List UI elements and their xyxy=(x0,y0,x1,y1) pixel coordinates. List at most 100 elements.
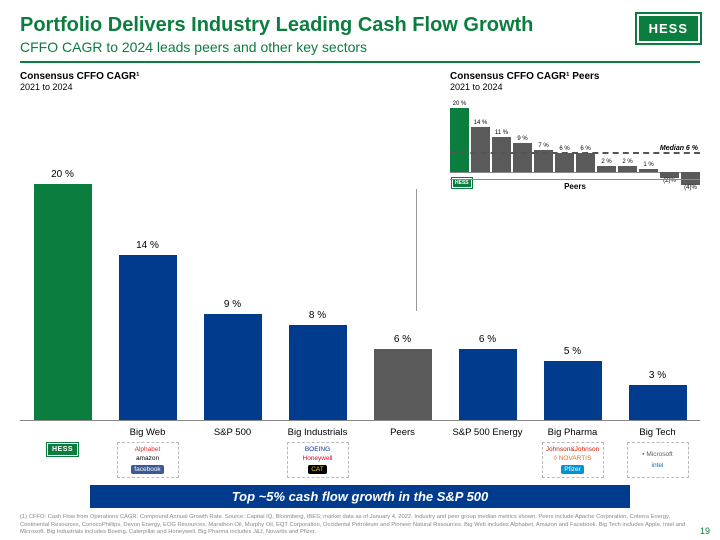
brand-label: Pfizer xyxy=(561,465,584,474)
peers-caption: Peers xyxy=(450,179,700,191)
category-label: Big Pharma xyxy=(530,427,615,438)
bar-col: 3 % xyxy=(615,370,700,420)
logos-box xyxy=(202,442,264,478)
category-label: Big Industrials xyxy=(275,427,360,438)
brand-label: Johnson&Johnson xyxy=(546,446,600,453)
category-col: Big Pharma Johnson&Johnson◊ NOVARTISPfize… xyxy=(530,423,615,478)
category-col: S&P 500 Energy xyxy=(445,423,530,478)
peer-value-label: 1 % xyxy=(643,162,653,168)
peer-value-label: 2 % xyxy=(601,159,611,165)
brand-label: facebook xyxy=(131,465,163,474)
brand-label: Honeywell xyxy=(303,455,333,462)
bar-value-label: 14 % xyxy=(136,240,159,251)
peer-bar-rect xyxy=(618,166,637,172)
peer-bar-col: 9 % xyxy=(513,136,532,172)
bar-rect xyxy=(374,349,432,420)
peer-bar-rect xyxy=(450,108,469,172)
brand-label: intel xyxy=(652,462,664,469)
peer-bar-col: 7 % xyxy=(534,143,553,172)
bar-rect xyxy=(459,349,517,420)
logos-box xyxy=(372,442,434,478)
peers-chart-subtitle: 2021 to 2024 xyxy=(450,82,700,92)
peer-bar-rect xyxy=(471,127,490,172)
hess-logo: HESS xyxy=(637,14,700,43)
category-col: Peers xyxy=(360,423,445,478)
bar-value-label: 9 % xyxy=(224,299,241,310)
brand-label: CAT xyxy=(308,465,327,474)
hess-logo-small: HESS xyxy=(47,443,78,456)
peer-bar-rect xyxy=(576,153,595,172)
category-col: Big Tech ▪ Microsoft intel xyxy=(615,423,700,478)
banner: Top ~5% cash flow growth in the S&P 500 xyxy=(90,485,630,508)
bar-rect xyxy=(289,325,347,420)
peer-value-label: 20 % xyxy=(453,101,467,107)
main-chart-title: Consensus CFFO CAGR¹ xyxy=(20,71,139,82)
peer-bar-rect xyxy=(492,137,511,172)
header: Portfolio Delivers Industry Leading Cash… xyxy=(20,14,700,63)
slide-title: Portfolio Delivers Industry Leading Cash… xyxy=(20,14,533,37)
category-label: S&P 500 Energy xyxy=(445,427,530,438)
main-chart-subtitle: 2021 to 2024 xyxy=(20,82,139,92)
peer-value-label: 7 % xyxy=(538,143,548,149)
peer-bar-rect xyxy=(639,169,658,172)
category-col: S&P 500 xyxy=(190,423,275,478)
category-label: Peers xyxy=(360,427,445,438)
page-number: 19 xyxy=(700,526,710,536)
peers-bars-area: 20 %14 %11 %9 %7 %6 %6 %2 %2 %1 %(2)%(4)… xyxy=(450,95,700,173)
bar-col: 8 % xyxy=(275,310,360,420)
category-label: S&P 500 xyxy=(190,427,275,438)
logos-box: HESS xyxy=(32,431,94,467)
peer-value-label: 2 % xyxy=(622,159,632,165)
brand-label: ▪ Microsoft xyxy=(642,451,672,458)
category-label: Big Tech xyxy=(615,427,700,438)
logos-box: Johnson&Johnson◊ NOVARTISPfizer xyxy=(542,442,604,478)
logos-box: ▪ Microsoft intel xyxy=(627,442,689,478)
titles: Portfolio Delivers Industry Leading Cash… xyxy=(20,14,533,55)
bar-rect xyxy=(34,184,92,420)
brand-label: BOEING xyxy=(305,446,330,453)
peer-bar-col: 2 % xyxy=(618,159,637,172)
brand-label: Alphabet xyxy=(135,446,161,453)
peer-bar-col: 6 % xyxy=(576,146,595,172)
bar-col: 6 % xyxy=(445,334,530,420)
bar-rect xyxy=(119,255,177,420)
connector-line-v xyxy=(416,189,417,311)
bar-col: 5 % xyxy=(530,346,615,420)
bar-value-label: 3 % xyxy=(649,370,666,381)
peer-value-label: 6 % xyxy=(580,146,590,152)
peer-bar-col: 2 % xyxy=(597,159,616,172)
bar-value-label: 6 % xyxy=(479,334,496,345)
main-chart-titles: Consensus CFFO CAGR¹ 2021 to 2024 xyxy=(20,71,139,92)
category-col: Big Industrials BOEING Honeywell CAT xyxy=(275,423,360,478)
peer-bar-rect xyxy=(534,150,553,172)
category-label: Big Web xyxy=(105,427,190,438)
peers-chart: Consensus CFFO CAGR¹ Peers 2021 to 2024 … xyxy=(450,71,700,191)
category-col: HESS xyxy=(20,423,105,478)
peers-titles: Consensus CFFO CAGR¹ Peers 2021 to 2024 xyxy=(450,71,700,92)
bar-value-label: 5 % xyxy=(564,346,581,357)
brand-label: amazon xyxy=(136,455,159,462)
content: Consensus CFFO CAGR¹ 2021 to 2024 20 % 14… xyxy=(20,71,700,481)
peers-chart-title: Consensus CFFO CAGR¹ Peers xyxy=(450,71,700,82)
slide: Portfolio Delivers Industry Leading Cash… xyxy=(0,0,720,540)
category-row: HESS Big Web Alphabet amazon facebook S&P 500… xyxy=(20,423,700,478)
bar-rect xyxy=(629,385,687,420)
slide-subtitle: CFFO CAGR to 2024 leads peers and other … xyxy=(20,39,533,55)
peer-value-label: 11 % xyxy=(495,130,508,136)
peer-bar-col: 1 % xyxy=(639,162,658,172)
bar-value-label: 8 % xyxy=(309,310,326,321)
logos-box xyxy=(457,442,519,478)
bar-col: 20 % xyxy=(20,169,105,420)
median-label: Median 6 % xyxy=(660,145,698,152)
category-col: Big Web Alphabet amazon facebook xyxy=(105,423,190,478)
peer-bar-rect xyxy=(597,166,616,172)
bar-col: 14 % xyxy=(105,240,190,420)
footnote: (1) CFFO: Cash Flow from Operations CAGR… xyxy=(20,514,690,536)
bar-value-label: 6 % xyxy=(394,334,411,345)
peer-bar-col: 11 % xyxy=(492,130,511,172)
peer-bar-col: 20 % xyxy=(450,101,469,172)
peer-bar-col: 6 % xyxy=(555,146,574,172)
bar-col: 6 % xyxy=(360,334,445,420)
peer-bar-rect xyxy=(555,153,574,172)
bar-col: 9 % xyxy=(190,299,275,420)
